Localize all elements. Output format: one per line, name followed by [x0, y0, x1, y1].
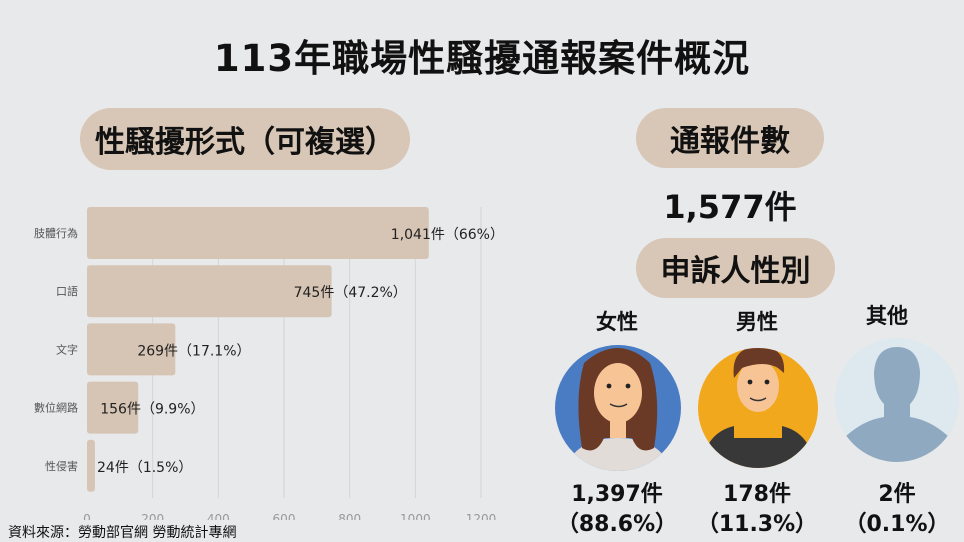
- man-avatar-icon: [698, 348, 818, 468]
- gender-label-male: 男性: [736, 310, 778, 334]
- section-header-harassment-type: 性騷擾形式（可複選）: [80, 108, 410, 170]
- section-header-total: 通報件數: [636, 108, 824, 168]
- bar: [87, 207, 429, 259]
- silhouette-avatar-icon: [835, 338, 959, 462]
- bar: [87, 439, 95, 492]
- female-count: 1,397件: [571, 482, 663, 507]
- bar: [87, 381, 139, 434]
- y-category-label: 文字: [56, 342, 78, 356]
- x-tick-label: 400: [207, 512, 230, 520]
- y-category-label: 口語: [56, 284, 78, 298]
- source-note: 資料來源：勞動部官網 勞動統計專網: [8, 525, 237, 541]
- x-tick-label: 200: [141, 512, 164, 520]
- gender-label-female: 女性: [596, 310, 638, 334]
- y-category-label: 數位網路: [34, 401, 78, 415]
- y-category-label: 性侵害: [45, 459, 78, 473]
- x-tick-label: 800: [338, 512, 361, 520]
- data-label: 156件（9.9%）: [100, 402, 204, 418]
- data-label: 1,041件（66%）: [391, 227, 504, 243]
- data-label: 24件（1.5%）: [97, 460, 192, 476]
- page-title: 113年職場性騷擾通報案件概況: [213, 37, 751, 80]
- data-label: 745件（47.2%）: [294, 285, 407, 301]
- total-count: 1,577件: [663, 188, 797, 226]
- other-pct: （0.1%）: [844, 512, 950, 537]
- other-count: 2件: [878, 482, 916, 507]
- x-tick-label: 0: [83, 512, 91, 520]
- y-category-label: 肢體行為: [34, 226, 78, 240]
- male-count: 178件: [723, 482, 791, 507]
- woman-avatar-icon: [555, 345, 681, 471]
- x-tick-label: 600: [273, 512, 296, 520]
- bar: [87, 323, 176, 376]
- female-pct: （88.6%）: [556, 512, 678, 537]
- bar-chart: 0 200 400 600 800 1000 1200 肢體行為 1,041件（66%） 口語 74…: [34, 207, 504, 520]
- x-tick-label: 1200: [466, 512, 497, 520]
- section-header-gender: 申訴人性別: [636, 238, 835, 298]
- male-pct: （11.3%）: [696, 512, 818, 537]
- bar: [87, 265, 332, 318]
- x-tick-label: 1000: [400, 512, 431, 520]
- gender-label-other: 其他: [866, 304, 908, 328]
- data-label: 269件（17.1%）: [137, 343, 250, 359]
